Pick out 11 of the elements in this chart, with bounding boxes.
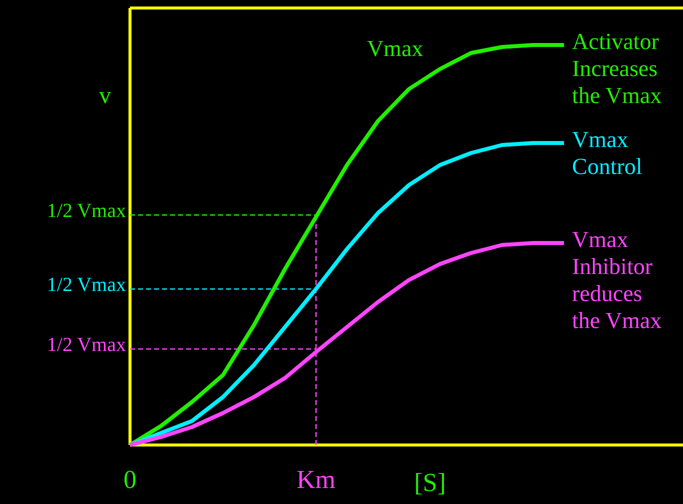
x-tick-label: 0 xyxy=(124,465,136,494)
x-tick-label: Km xyxy=(296,465,336,494)
annotation: Vmax xyxy=(366,36,424,61)
x-axis-title: [S] xyxy=(414,468,446,497)
ref-line-label: 1/2 Vmax xyxy=(46,200,126,222)
series-label: Vmax Control xyxy=(572,127,642,179)
series-label: Vmax Inhibitor reduces the Vmax xyxy=(572,227,662,333)
ref-line-label: 1/2 Vmax xyxy=(46,274,126,296)
series-label: Activator Increases the Vmax xyxy=(572,29,662,108)
y-axis-title: v xyxy=(99,83,111,109)
ref-line-label: 1/2 Vmax xyxy=(46,334,126,356)
